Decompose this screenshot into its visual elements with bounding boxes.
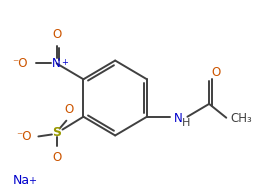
Text: N: N [52,57,61,70]
Text: ⁻O: ⁻O [12,57,28,70]
Text: O: O [52,28,61,41]
Text: ⁻O: ⁻O [16,130,32,143]
Text: S: S [52,126,61,139]
Text: O: O [65,103,74,116]
Text: O: O [52,151,61,164]
Text: Na: Na [13,174,30,187]
Text: H: H [182,118,190,128]
Text: N: N [174,112,183,125]
Text: CH₃: CH₃ [230,112,252,125]
Text: O: O [211,66,220,79]
Text: +: + [28,176,36,186]
Text: +: + [61,58,68,67]
